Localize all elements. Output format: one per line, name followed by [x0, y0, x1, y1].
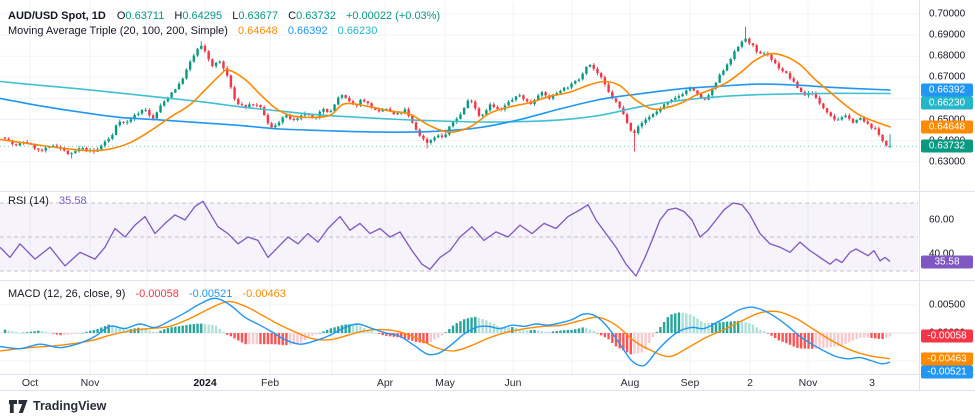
pane-separator[interactable] — [0, 191, 975, 192]
close-value: 0.63732 — [296, 10, 336, 22]
tradingview-logo-text: TradingView — [33, 399, 107, 413]
time-axis-label: Oct — [21, 377, 39, 389]
time-axis-label: 3 — [869, 377, 875, 389]
time-axis-label: Nov — [80, 377, 100, 389]
price-tick-label: 0.67000 — [929, 71, 966, 83]
time-axis-label: Aug — [620, 377, 640, 389]
time-axis-label: Sep — [680, 377, 700, 389]
time-scale[interactable] — [0, 375, 918, 390]
macd-indicator-header[interactable]: MACD (12, 26, close, 9) -0.00058 -0.0052… — [8, 288, 286, 300]
low-value: 0.63677 — [238, 10, 279, 22]
tradingview-logo[interactable]: TradingView — [9, 399, 106, 413]
price-tick-label: 0.70000 — [929, 8, 966, 20]
change-value: +0.00022 (+0.03%) — [345, 10, 441, 22]
rsi-tick-label: 60.00 — [929, 214, 955, 226]
time-axis-label: May — [435, 377, 455, 389]
price-tick-label: 0.68000 — [929, 50, 966, 62]
time-axis-label: 2024 — [193, 377, 217, 389]
macd-axis-badge: -0.00058 — [921, 329, 973, 343]
price-axis-badge: 0.64648 — [921, 120, 973, 134]
gridlines — [0, 2, 918, 374]
time-axis-label: Apr — [376, 377, 394, 389]
ma100-value: 0.66392 — [287, 25, 328, 37]
ma20-value: 0.64648 — [237, 25, 278, 37]
rsi-title[interactable]: RSI (14) — [8, 195, 49, 207]
rsi-pane[interactable] — [0, 191, 918, 280]
price-tick-label: 0.65000 — [929, 114, 965, 125]
high-label: H — [174, 10, 183, 22]
ma200-value: 0.66230 — [337, 25, 378, 37]
symbol-title[interactable]: AUD/USD Spot, 1D — [8, 10, 106, 22]
time-axis-label: Feb — [260, 377, 280, 389]
macd-signal-value: -0.00463 — [242, 288, 286, 300]
macd-title[interactable]: MACD (12, 26, close, 9) — [8, 288, 126, 300]
pane-separator — [0, 374, 975, 375]
symbol-header[interactable]: AUD/USD Spot, 1D O0.63711 H0.64295 L0.63… — [8, 9, 440, 24]
time-axis-label: 2 — [747, 377, 753, 389]
price-tick-label: 0.63000 — [929, 156, 966, 168]
pane-separator[interactable] — [0, 280, 975, 281]
rsi-indicator-header[interactable]: RSI (14) 35.58 — [8, 195, 87, 207]
macd-line[interactable] — [0, 297, 891, 367]
ma-title[interactable]: Moving Average Triple (20, 100, 200, Sim… — [8, 25, 228, 37]
macd-hist-value: -0.00058 — [135, 288, 179, 300]
sma100-line[interactable] — [0, 83, 891, 134]
sma20-line[interactable] — [0, 52, 891, 152]
macd-tick-label: 0.00500 — [929, 299, 966, 311]
macd-line-value: -0.00521 — [188, 288, 233, 300]
tradingview-logo-icon — [9, 399, 28, 413]
macd-axis-badge: -0.00521 — [921, 365, 973, 379]
macd-histogram[interactable] — [3, 312, 892, 355]
macd-axis-badge: -0.00463 — [921, 352, 973, 366]
low-label: L — [232, 10, 239, 22]
macd-signal-line[interactable] — [0, 300, 891, 360]
time-axis-label: Jun — [504, 377, 522, 389]
price-axis-badge: 0.63732 — [921, 139, 973, 153]
rsi-tick-label: 40.00 — [929, 248, 955, 260]
price-tick-label: 0.69000 — [929, 29, 966, 41]
time-axis-label: Nov — [798, 377, 818, 389]
rsi-line[interactable] — [0, 200, 891, 277]
sma200-line[interactable] — [0, 80, 891, 123]
rsi-band — [0, 202, 918, 272]
ma-indicator-header[interactable]: Moving Average Triple (20, 100, 200, Sim… — [8, 24, 440, 39]
open-value: 0.63711 — [125, 10, 165, 22]
close-label: C — [288, 10, 297, 22]
axis-bottom-border — [0, 390, 975, 391]
high-value: 0.64295 — [182, 10, 223, 22]
open-label: O — [116, 10, 126, 22]
rsi-value: 35.58 — [59, 195, 87, 207]
legend: AUD/USD Spot, 1D O0.63711 H0.64295 L0.63… — [8, 9, 440, 39]
rsi-axis-badge: 35.58 — [921, 255, 973, 268]
price-axis-badge: 0.66230 — [921, 96, 973, 110]
price-scale-border — [919, 0, 920, 390]
price-axis-badge: 0.66392 — [921, 83, 973, 97]
